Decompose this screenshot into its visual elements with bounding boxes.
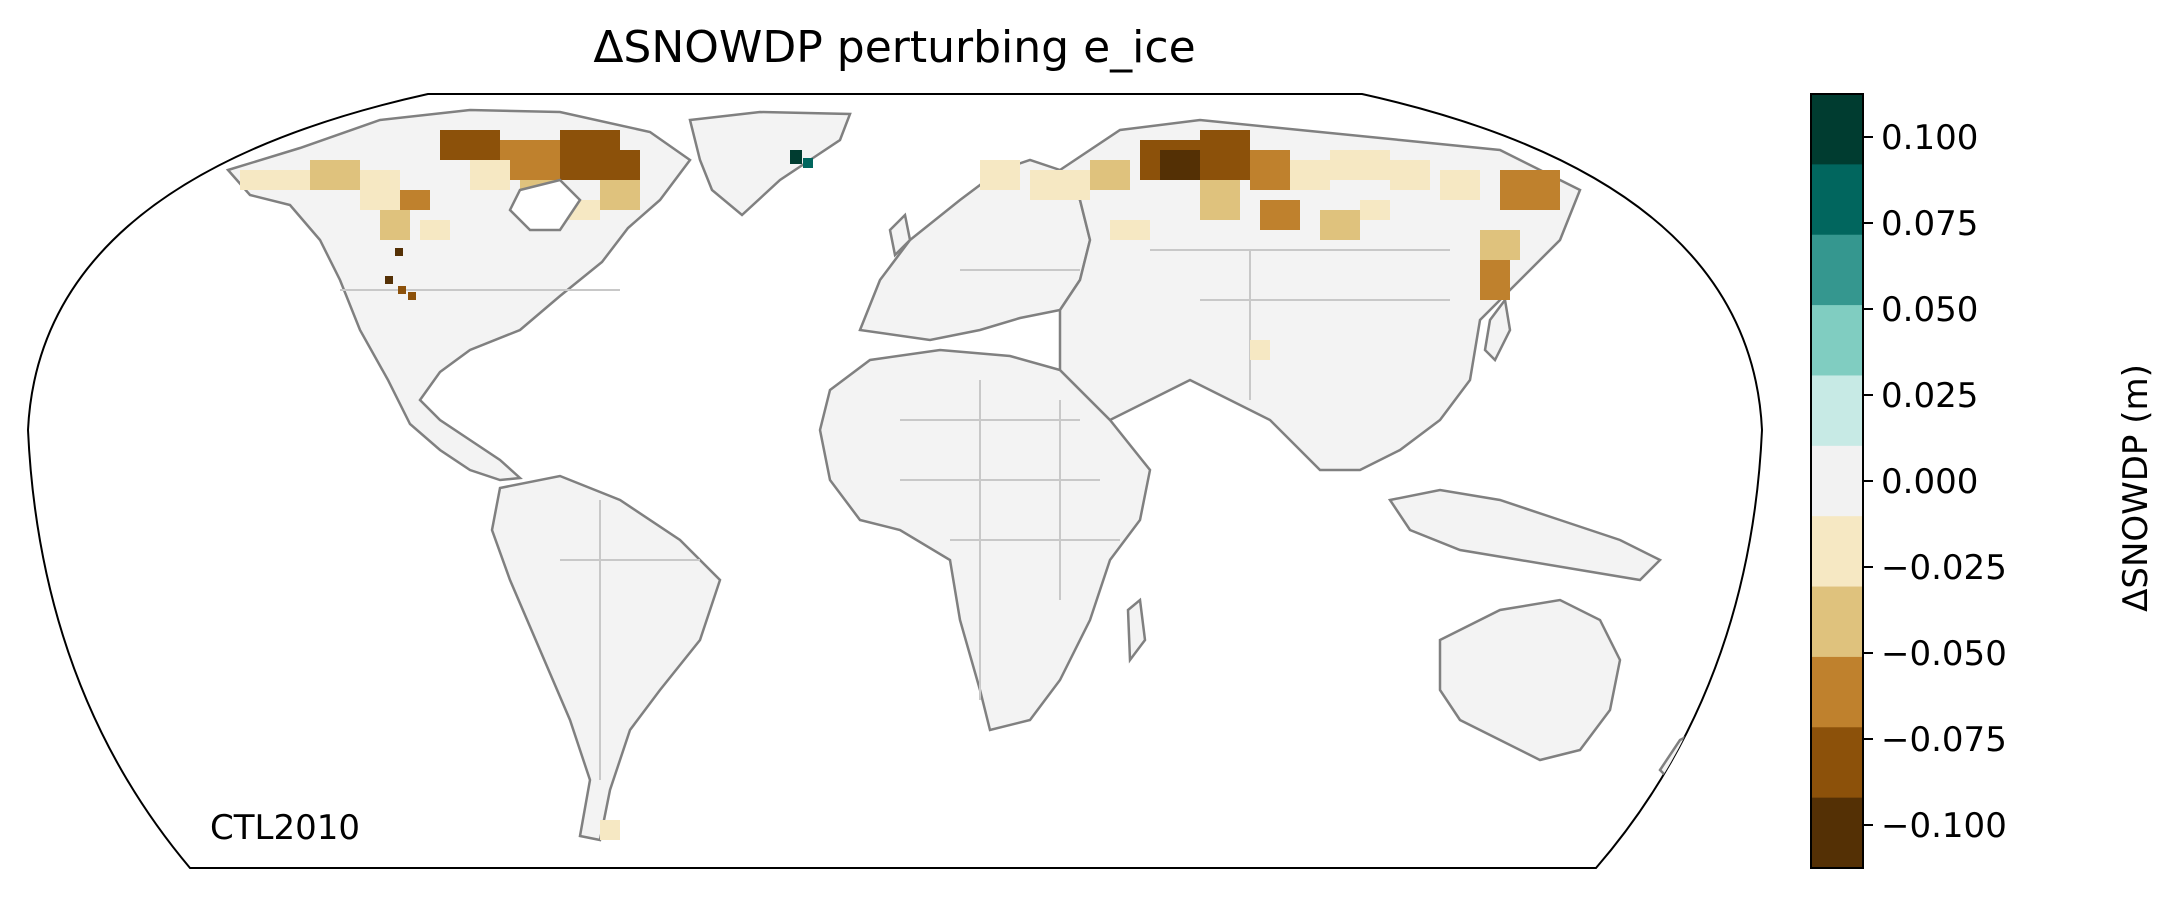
japan-landmass: [1483, 296, 1512, 363]
colorbar-bin: [1811, 445, 1863, 517]
colorbar-tick-label: 0.025: [1881, 376, 1978, 416]
colorbar-bin: [1811, 375, 1863, 447]
hudson-bay: [508, 178, 582, 232]
scenario-label: CTL2010: [210, 808, 360, 848]
borders-layer: [340, 249, 1450, 780]
colorbar-bin: [1811, 234, 1863, 306]
snowdepth-cells: [240, 130, 1560, 840]
colorbar-tick-label: −0.025: [1881, 548, 2007, 588]
colorbar-bin: [1811, 516, 1863, 588]
colorbar-label: ΔSNOWDP (m): [2116, 364, 2156, 612]
greenland-landmass: [688, 110, 852, 217]
colorbar-tick-label: −0.100: [1881, 806, 2007, 846]
colorbar-tick-label: 0.000: [1881, 462, 1978, 502]
colorbar: 0.100 0.075 0.050 0.025 0.000 −0.025 −0.050 −0.…: [1810, 93, 2007, 869]
colorbar-bin: [1811, 727, 1863, 799]
colorbar-tick-label: 0.075: [1881, 204, 1978, 244]
colorbar-bin: [1811, 164, 1863, 236]
map-title: ΔSNOWDP perturbing e_ice: [593, 22, 1196, 73]
colorbar-bin: [1811, 797, 1863, 869]
south-america-landmass: [490, 474, 722, 842]
colorbar-tick-label: 0.100: [1881, 118, 1978, 158]
colorbar-bin: [1811, 586, 1863, 658]
colorbar-tick-label: −0.050: [1881, 634, 2007, 674]
colorbar-tick-label: −0.075: [1881, 720, 2007, 760]
indonesia-landmass: [1387, 488, 1663, 582]
asia-landmass: [1058, 118, 1582, 472]
colorbar-bin: [1811, 656, 1863, 728]
colorbar-bin: [1811, 94, 1863, 165]
uk-landmass: [888, 212, 912, 258]
colorbar-tick-label: 0.050: [1881, 290, 1978, 330]
australia-landmass: [1438, 598, 1622, 762]
madagascar-landmass: [1126, 597, 1147, 664]
colorbar-bin: [1811, 305, 1863, 376]
